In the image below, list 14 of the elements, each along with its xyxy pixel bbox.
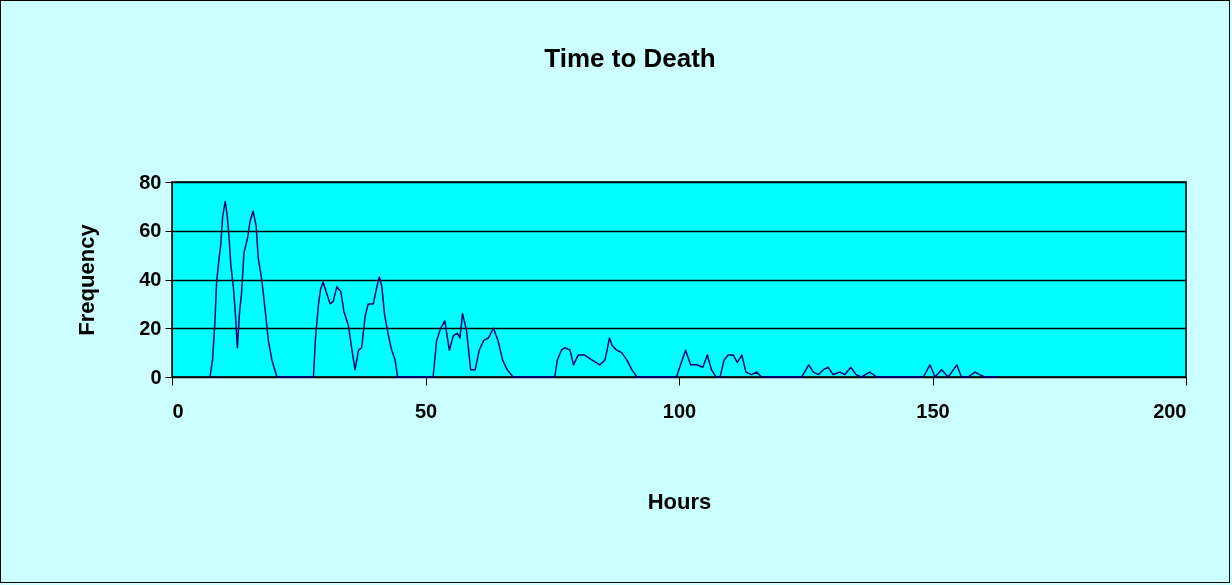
x-tick-label: 150 <box>916 399 950 422</box>
chart-title: Time to Death <box>544 43 716 73</box>
x-tick-label: 200 <box>1153 399 1187 422</box>
y-tick-label: 80 <box>139 170 162 193</box>
x-axis-title: Hours <box>647 488 712 514</box>
y-tick-label: 20 <box>139 316 162 339</box>
y-tick-label: 60 <box>139 219 162 242</box>
x-tick-label: 0 <box>172 399 184 422</box>
y-tick-label: 0 <box>150 365 162 388</box>
x-tick-label: 50 <box>414 399 438 422</box>
x-tick-label: 100 <box>662 399 697 422</box>
y-tick-label: 40 <box>139 268 162 290</box>
line-series <box>209 200 1000 378</box>
y-axis-title: Frequency <box>74 223 100 336</box>
